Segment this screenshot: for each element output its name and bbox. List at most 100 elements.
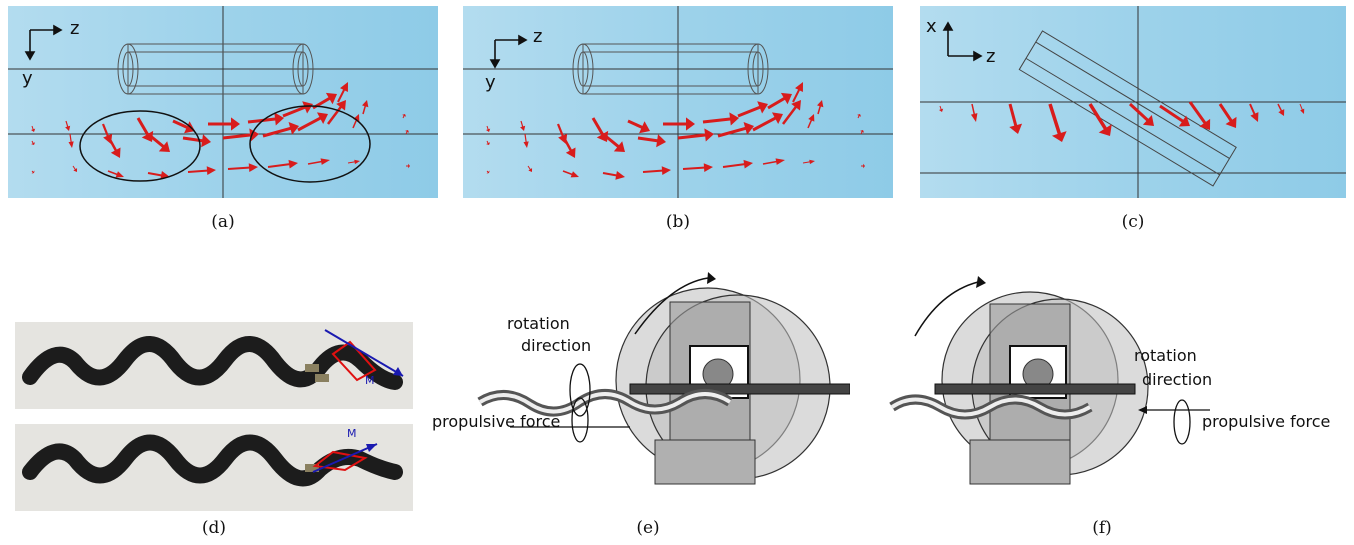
flow-panel-b: z y xyxy=(463,6,893,198)
velocity-arrow-head xyxy=(248,163,258,172)
velocity-arrow-head xyxy=(184,121,195,134)
vortex-ellipse-left xyxy=(79,110,201,182)
velocity-arrow-head xyxy=(743,122,754,135)
velocity-arrow-head xyxy=(1142,115,1154,126)
velocity-arrow-head xyxy=(817,100,824,108)
velocity-arrow-head xyxy=(340,82,348,93)
velocity-arrow-head xyxy=(274,112,284,126)
velocity-arrow xyxy=(642,169,666,173)
velocity-arrows-a xyxy=(31,82,410,180)
velocity-arrow xyxy=(147,132,167,150)
moment-label: M xyxy=(365,374,375,387)
flow-panel-a: z y xyxy=(8,6,438,198)
rotation-label: direction xyxy=(1142,370,1213,389)
velocity-arrow xyxy=(737,104,764,118)
axis-label-z: z xyxy=(533,26,543,47)
rotation-label: rotation xyxy=(507,314,570,333)
velocity-arrow-head xyxy=(302,101,313,114)
velocity-arrow xyxy=(637,136,661,143)
velocity-arrow-head xyxy=(1009,123,1023,134)
velocity-arrow xyxy=(767,95,789,110)
velocity-arrow xyxy=(222,133,254,140)
velocity-arrow-head xyxy=(656,134,666,148)
moment-label: M xyxy=(347,427,357,440)
velocity-arrow-head xyxy=(115,171,124,178)
axis-glyph-c xyxy=(942,21,983,62)
velocity-arrow-head xyxy=(1178,115,1190,127)
velocity-arrow-head xyxy=(1098,124,1112,136)
velocity-arrow-head xyxy=(486,128,491,132)
velocity-arrow-head xyxy=(860,130,865,133)
velocity-arrow-head xyxy=(570,171,579,178)
velocity-arrow-head xyxy=(68,141,74,148)
velocity-arrow xyxy=(282,104,309,118)
velocity-arrow-head xyxy=(596,130,609,142)
caption-f: (f) xyxy=(1092,518,1112,538)
velocity-arrow xyxy=(1008,103,1019,130)
velocity-arrow xyxy=(297,115,324,132)
velocity-arrow xyxy=(1128,102,1152,124)
velocity-arrow xyxy=(602,132,622,150)
velocity-arrow-head xyxy=(809,159,815,165)
velocity-arrow xyxy=(717,125,750,138)
velocity-arrow-head xyxy=(808,114,815,122)
axis-label-y: y xyxy=(485,72,496,93)
rotation-label: direction xyxy=(521,336,592,355)
velocity-arrow-head xyxy=(613,141,625,152)
axis-glyph-a xyxy=(24,24,63,61)
velocity-arrow-head xyxy=(1250,112,1259,122)
velocity-arrow xyxy=(677,133,709,140)
velocity-arrow-head xyxy=(780,92,792,105)
velocity-arrow-head xyxy=(863,163,865,169)
velocity-arrow-head xyxy=(703,163,713,172)
velocity-arrow xyxy=(702,117,734,124)
velocity-arrow-head xyxy=(362,100,369,108)
tilted-tube-outline xyxy=(1018,30,1237,187)
velocity-arrow-head xyxy=(249,128,259,142)
robot-photo-bottom: M xyxy=(15,424,413,511)
velocity-arrow xyxy=(682,166,708,170)
velocity-arrow xyxy=(1188,101,1209,127)
caption-d: (d) xyxy=(201,518,227,538)
velocity-arrow-head xyxy=(288,122,299,135)
velocity-arrow-head xyxy=(141,130,154,142)
robot-diagram-f: rotation direction propulsive force xyxy=(880,262,1350,494)
velocity-arrow-head xyxy=(354,159,360,165)
velocity-arrow-head xyxy=(791,100,801,111)
velocity-arrow-head xyxy=(206,166,216,176)
velocity-arrow-head xyxy=(970,113,978,122)
velocity-arrow-head xyxy=(757,101,768,114)
velocity-arrow xyxy=(267,162,293,168)
robot-diagram-e: rotation direction propulsive force xyxy=(420,262,850,494)
velocity-arrow-head xyxy=(336,100,346,111)
velocity-arrow xyxy=(182,136,206,143)
flow-field-b xyxy=(463,6,893,198)
velocity-arrow-head xyxy=(523,141,529,148)
velocity-arrow-head xyxy=(405,130,410,133)
flow-panel-c: x z xyxy=(920,6,1346,198)
velocity-arrow-head xyxy=(1051,131,1067,142)
caption-e: (e) xyxy=(636,518,660,538)
velocity-arrow-head xyxy=(743,159,753,169)
outline-marker xyxy=(312,450,368,472)
velocity-arrow-head xyxy=(486,142,491,145)
velocity-arrow xyxy=(262,125,295,138)
velocity-arrow-head xyxy=(353,114,360,122)
velocity-arrow-head xyxy=(939,108,944,112)
velocity-arrow-head xyxy=(704,128,714,142)
velocity-arrow-head xyxy=(201,134,211,148)
velocity-arrow-head xyxy=(31,128,36,132)
axis-label-z: z xyxy=(986,46,996,67)
velocity-arrow xyxy=(591,117,606,139)
rotation-arrow xyxy=(914,281,979,337)
velocity-arrow-head xyxy=(1199,118,1211,130)
force-label: propulsive force xyxy=(432,412,561,431)
velocity-arrow-head xyxy=(795,82,803,93)
velocity-arrow-head xyxy=(110,147,121,158)
velocity-arrow-head xyxy=(1300,108,1305,114)
velocity-arrow-head xyxy=(771,112,783,125)
velocity-arrow xyxy=(1159,104,1187,125)
velocity-arrow-head xyxy=(402,114,407,117)
velocity-arrow xyxy=(1088,103,1109,133)
velocity-arrow xyxy=(782,103,799,125)
